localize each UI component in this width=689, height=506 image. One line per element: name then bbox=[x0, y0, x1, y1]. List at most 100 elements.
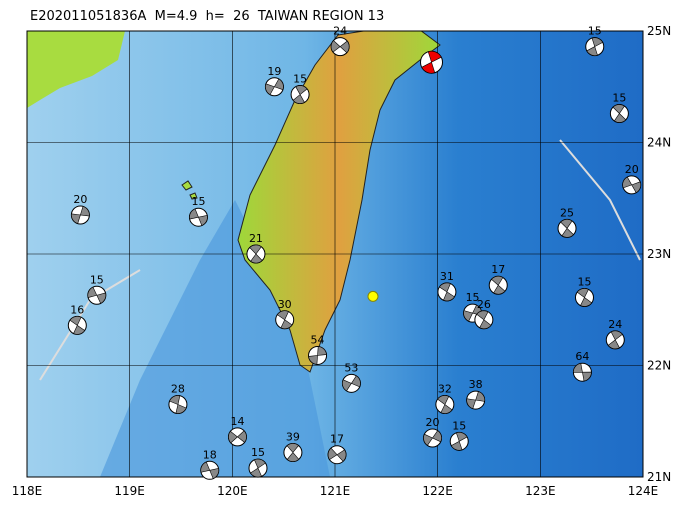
beachball bbox=[248, 458, 268, 478]
beachball bbox=[246, 244, 266, 264]
beachball-quadrant bbox=[276, 310, 293, 330]
x-tick-label: 119E bbox=[114, 484, 145, 498]
beachball-quadrant bbox=[286, 443, 300, 462]
depth-label: 15 bbox=[577, 275, 591, 288]
beachball-quadrant bbox=[342, 375, 361, 392]
x-tick-label: 121E bbox=[320, 484, 351, 498]
beachball bbox=[341, 373, 361, 393]
y-tick-label: 22N bbox=[647, 359, 671, 373]
beachball bbox=[622, 175, 642, 195]
depth-label: 17 bbox=[491, 263, 505, 276]
depth-label: 19 bbox=[267, 65, 281, 78]
y-tick-label: 21N bbox=[647, 470, 671, 484]
beachball bbox=[572, 362, 592, 382]
y-tick-label: 23N bbox=[647, 247, 671, 261]
depth-label: 53 bbox=[344, 361, 358, 374]
depth-label: 30 bbox=[278, 298, 292, 311]
beachball bbox=[574, 287, 594, 307]
beachball-quadrant bbox=[491, 275, 506, 295]
beachball-quadrant bbox=[586, 37, 604, 56]
depth-label: 15 bbox=[251, 446, 265, 459]
beachball bbox=[330, 37, 350, 57]
depth-label: 64 bbox=[575, 350, 589, 363]
beachball-quadrant bbox=[265, 78, 284, 96]
beachball-quadrant bbox=[612, 104, 627, 123]
map-frame bbox=[26, 30, 644, 478]
beachball bbox=[423, 428, 443, 448]
beachball-quadrant bbox=[249, 244, 263, 264]
depth-label: 15 bbox=[452, 419, 466, 432]
beachball bbox=[264, 77, 284, 97]
x-tick-label: 123E bbox=[525, 484, 556, 498]
beachball bbox=[609, 104, 629, 124]
beachball bbox=[449, 431, 469, 451]
beachball-quadrant bbox=[69, 316, 86, 335]
beachball bbox=[474, 310, 494, 330]
depth-label: 38 bbox=[469, 378, 483, 391]
depth-label: 15 bbox=[466, 291, 480, 304]
beachball bbox=[488, 275, 508, 295]
beachball-quadrant bbox=[560, 219, 574, 238]
beachball-quadrant bbox=[607, 330, 623, 350]
depth-label: 28 bbox=[171, 383, 185, 396]
y-tick-label: 24N bbox=[647, 136, 671, 150]
depth-label: 39 bbox=[286, 430, 300, 443]
beachball-quadrant bbox=[438, 282, 455, 302]
beachball bbox=[466, 390, 486, 410]
depth-label: 24 bbox=[608, 318, 622, 331]
depth-label: 32 bbox=[438, 383, 452, 396]
depth-label: 18 bbox=[203, 448, 217, 461]
depth-label: 24 bbox=[333, 25, 347, 38]
main-event bbox=[420, 50, 444, 74]
depth-label: 20 bbox=[625, 163, 639, 176]
x-tick-label: 118E bbox=[12, 484, 43, 498]
depth-label: 16 bbox=[70, 303, 84, 316]
beachball-quadrant bbox=[437, 395, 453, 414]
beachball-quadrant bbox=[200, 461, 220, 479]
beachball bbox=[437, 282, 457, 302]
beachball-quadrant bbox=[573, 362, 592, 382]
beachball-quadrant bbox=[228, 430, 247, 444]
depth-label: 26 bbox=[477, 298, 491, 311]
depth-label: 31 bbox=[440, 270, 454, 283]
depth-label: 15 bbox=[191, 195, 205, 208]
beachball-quadrant bbox=[327, 447, 347, 462]
beachball-quadrant bbox=[476, 310, 492, 330]
beachball-quadrant bbox=[189, 208, 208, 226]
beachball-quadrant bbox=[423, 430, 442, 446]
beachball bbox=[87, 285, 107, 305]
depth-label: 20 bbox=[73, 193, 87, 206]
beachball-quadrant bbox=[466, 391, 485, 409]
depth-label: 15 bbox=[90, 273, 104, 286]
title: E202011051836A M=4.9 h= 26 TAIWAN REGION… bbox=[30, 9, 384, 24]
beachball bbox=[283, 442, 303, 462]
depth-label: 20 bbox=[426, 416, 440, 429]
beachball-quadrant bbox=[622, 176, 641, 194]
depth-label: 21 bbox=[249, 232, 263, 245]
beachball bbox=[308, 345, 328, 365]
depth-label: 15 bbox=[293, 73, 307, 86]
depth-label: 25 bbox=[560, 206, 574, 219]
beachball bbox=[188, 207, 208, 227]
beachball-quadrant bbox=[330, 40, 350, 54]
beachball-quadrant bbox=[292, 85, 308, 104]
beachball bbox=[168, 395, 188, 415]
beachball-quadrant bbox=[421, 50, 442, 74]
beachball bbox=[557, 218, 577, 238]
beachball bbox=[227, 427, 247, 447]
depth-label: 15 bbox=[612, 92, 626, 105]
beachball bbox=[327, 445, 347, 465]
x-tick-label: 122E bbox=[422, 484, 453, 498]
x-tick-label: 124E bbox=[628, 484, 659, 498]
depth-label: 17 bbox=[330, 433, 344, 446]
beachball-quadrant bbox=[250, 458, 266, 478]
depth-label: 15 bbox=[588, 25, 602, 38]
beachball bbox=[290, 85, 310, 105]
beachball bbox=[67, 315, 87, 335]
beachball-quadrant bbox=[169, 395, 187, 414]
depth-label: 54 bbox=[311, 333, 325, 346]
beachball-quadrant bbox=[576, 288, 593, 307]
beachball bbox=[275, 310, 295, 330]
x-tick-label: 120E bbox=[217, 484, 248, 498]
